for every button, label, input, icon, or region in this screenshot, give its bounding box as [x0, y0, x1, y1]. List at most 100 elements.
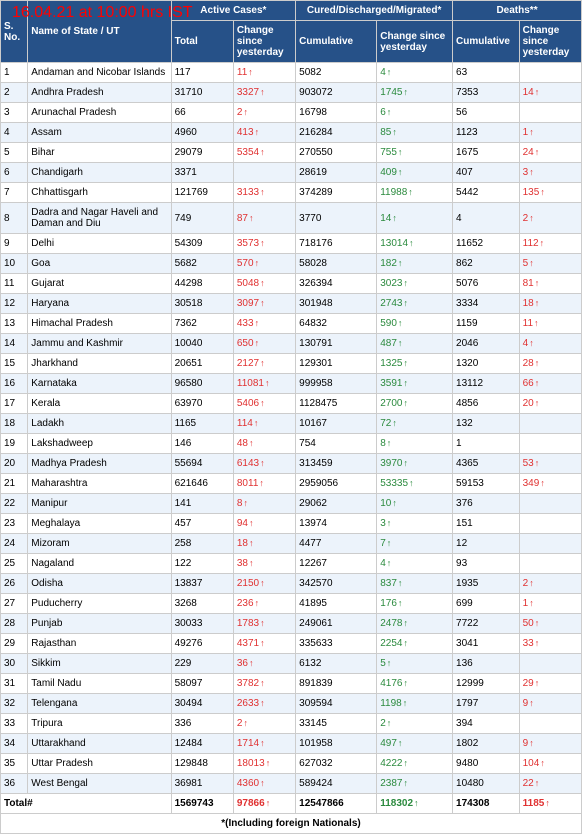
cell-active-total: 117 [172, 63, 233, 82]
cell-state: Himachal Pradesh [28, 314, 170, 333]
cell-cured-cumulative: 891839 [296, 674, 376, 693]
cell-active-total: 457 [172, 514, 233, 533]
cell-active-total: 3268 [172, 594, 233, 613]
cell-sno: 31 [1, 674, 27, 693]
covid-data-table: S. No. Name of State / UT Active Cases* … [0, 0, 582, 834]
cell-state: Assam [28, 123, 170, 142]
cell-deaths-change [520, 554, 581, 573]
cell-total-cured-change: 118302 [377, 794, 452, 813]
cell-cured-cumulative: 216284 [296, 123, 376, 142]
cell-active-total: 4960 [172, 123, 233, 142]
cell-sno: 32 [1, 694, 27, 713]
cell-state: Chandigarh [28, 163, 170, 182]
cell-state: Dadra and Nagar Haveli and Daman and Diu [28, 203, 170, 233]
cell-cured-cumulative: 335633 [296, 634, 376, 653]
cell-active-change: 5354 [234, 143, 295, 162]
cell-sno: 28 [1, 614, 27, 633]
cell-deaths-change: 9 [520, 694, 581, 713]
cell-active-total: 5682 [172, 254, 233, 273]
cell-state: Chhattisgarh [28, 183, 170, 202]
cell-deaths-change [520, 514, 581, 533]
cell-state: Goa [28, 254, 170, 273]
cell-deaths-change: 1 [520, 594, 581, 613]
cell-state: Ladakh [28, 414, 170, 433]
cell-sno: 22 [1, 494, 27, 513]
cell-active-total: 30033 [172, 614, 233, 633]
cell-active-change: 3133 [234, 183, 295, 202]
cell-deaths-change: 18 [520, 294, 581, 313]
table-row: 36West Bengal36981436058942423871048022 [1, 774, 581, 793]
cell-sno: 29 [1, 634, 27, 653]
cell-cured-cumulative: 16798 [296, 103, 376, 122]
cell-deaths-cumulative: 3041 [453, 634, 519, 653]
table-row: 20Madhya Pradesh556946143313459397043655… [1, 454, 581, 473]
cell-active-change: 36 [234, 654, 295, 673]
cell-active-change: 3573 [234, 234, 295, 253]
cell-cured-cumulative: 29062 [296, 494, 376, 513]
cell-active-total: 58097 [172, 674, 233, 693]
cell-state: Uttarakhand [28, 734, 170, 753]
cell-deaths-cumulative: 1159 [453, 314, 519, 333]
cell-deaths-change: 24 [520, 143, 581, 162]
cell-state: Arunachal Pradesh [28, 103, 170, 122]
cell-sno: 13 [1, 314, 27, 333]
cell-deaths-change: 349 [520, 474, 581, 493]
cell-deaths-cumulative: 1797 [453, 694, 519, 713]
cell-active-change: 11081 [234, 374, 295, 393]
cell-deaths-change: 9 [520, 734, 581, 753]
cell-cured-change: 72 [377, 414, 452, 433]
cell-sno: 2 [1, 83, 27, 102]
cell-deaths-change: 14 [520, 83, 581, 102]
cell-cured-change: 182 [377, 254, 452, 273]
cell-cured-cumulative: 10167 [296, 414, 376, 433]
cell-deaths-change [520, 414, 581, 433]
cell-state: Bihar [28, 143, 170, 162]
table-row: 22Manipur14182906210376 [1, 494, 581, 513]
cell-deaths-cumulative: 10480 [453, 774, 519, 793]
table-row: 16Karnataka965801108199995835911311266 [1, 374, 581, 393]
cell-deaths-cumulative: 11652 [453, 234, 519, 253]
cell-total-active: 1569743 [172, 794, 233, 813]
table-row: 14Jammu and Kashmir100406501307914872046… [1, 334, 581, 353]
cell-deaths-cumulative: 5442 [453, 183, 519, 202]
cell-deaths-cumulative: 13112 [453, 374, 519, 393]
cell-active-change: 94 [234, 514, 295, 533]
cell-deaths-change: 11 [520, 314, 581, 333]
cell-cured-cumulative: 374289 [296, 183, 376, 202]
table-row: 3Arunachal Pradesh66216798656 [1, 103, 581, 122]
cell-active-change: 5406 [234, 394, 295, 413]
cell-deaths-change: 28 [520, 354, 581, 373]
cell-state: Andhra Pradesh [28, 83, 170, 102]
cell-deaths-cumulative: 1 [453, 434, 519, 453]
cell-state: Uttar Pradesh [28, 754, 170, 773]
cell-total-label: Total# [1, 794, 171, 813]
cell-active-change: 413 [234, 123, 295, 142]
cell-active-change: 18 [234, 534, 295, 553]
table-row: 26Odisha13837215034257083719352 [1, 574, 581, 593]
cell-deaths-cumulative: 1320 [453, 354, 519, 373]
table-row: 1Andaman and Nicobar Islands117115082463 [1, 63, 581, 82]
cell-deaths-cumulative: 2046 [453, 334, 519, 353]
cell-sno: 5 [1, 143, 27, 162]
table-row: 2Andhra Pradesh3171033279030721745735314 [1, 83, 581, 102]
table-row: 30Sikkim2293661325136 [1, 654, 581, 673]
cell-state: Puducherry [28, 594, 170, 613]
cell-cured-cumulative: 13974 [296, 514, 376, 533]
cell-active-total: 10040 [172, 334, 233, 353]
cell-deaths-change: 20 [520, 394, 581, 413]
cell-deaths-change: 22 [520, 774, 581, 793]
cell-state: Kerala [28, 394, 170, 413]
cell-sno: 9 [1, 234, 27, 253]
cell-sno: 7 [1, 183, 27, 202]
cell-active-total: 258 [172, 534, 233, 553]
cell-deaths-change: 29 [520, 674, 581, 693]
cell-sno: 15 [1, 354, 27, 373]
cell-active-total: 36981 [172, 774, 233, 793]
cell-active-change: 2127 [234, 354, 295, 373]
cell-total-cured: 12547866 [296, 794, 376, 813]
table-row: 33Tripura3362331452394 [1, 714, 581, 733]
cell-state: West Bengal [28, 774, 170, 793]
table-row: 28Punjab3003317832490612478772250 [1, 614, 581, 633]
cell-deaths-change: 3 [520, 163, 581, 182]
cell-state: Manipur [28, 494, 170, 513]
